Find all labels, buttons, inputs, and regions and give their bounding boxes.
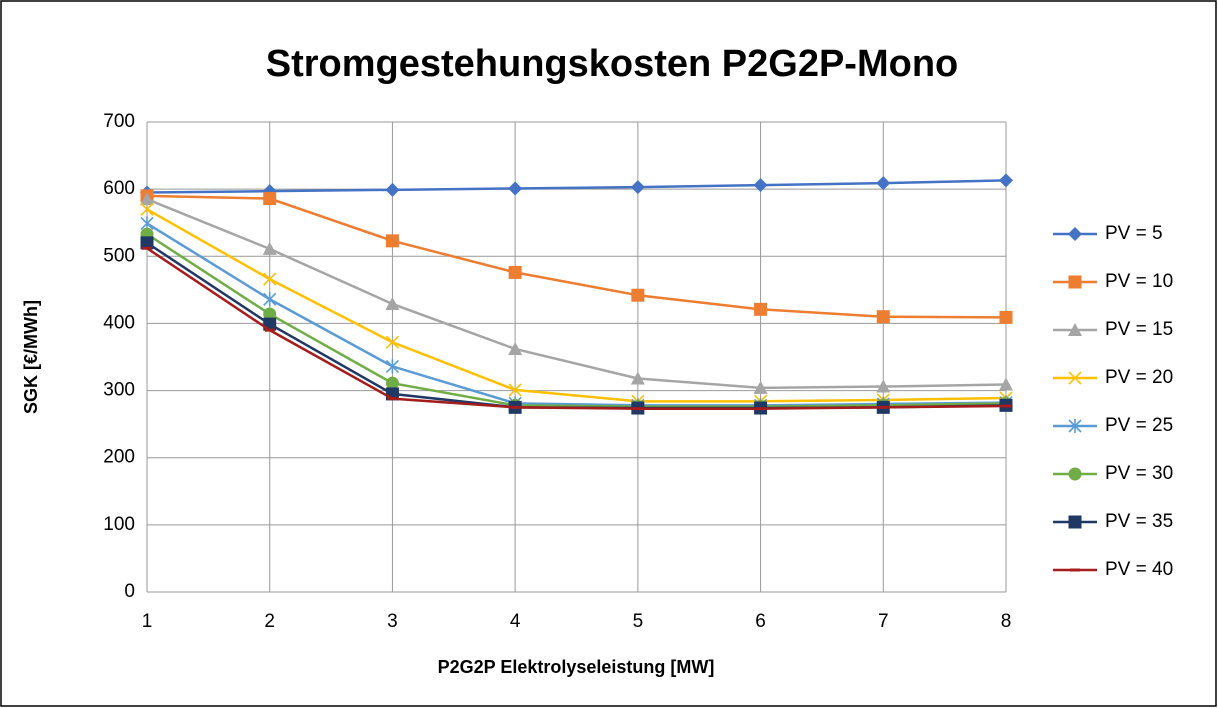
chart-title: Stromgestehungskosten P2G2P-Mono	[266, 43, 959, 85]
legend-label: PV = 20	[1105, 367, 1173, 388]
legend-label: PV = 35	[1105, 511, 1173, 532]
data-point	[508, 181, 523, 196]
data-point	[999, 173, 1013, 188]
y-tick-label: 400	[103, 312, 135, 333]
y-tick-label: 600	[103, 178, 135, 199]
x-tick-label: 7	[878, 611, 889, 632]
data-point	[140, 202, 154, 216]
data-point	[385, 335, 399, 349]
data-point	[876, 310, 890, 324]
y-tick-label: 200	[103, 447, 135, 468]
data-point	[876, 379, 891, 393]
data-point	[630, 180, 645, 195]
data-point	[140, 192, 154, 206]
legend-marker	[1070, 568, 1080, 572]
data-point	[876, 176, 891, 191]
y-tick-label: 100	[103, 514, 135, 535]
series-line	[146, 222, 1007, 407]
y-tick-label: 300	[103, 380, 135, 401]
data-point	[385, 359, 399, 374]
data-point	[999, 377, 1013, 391]
data-point	[630, 371, 645, 385]
data-point	[262, 241, 277, 255]
data-point	[508, 383, 522, 397]
legend-marker	[1068, 227, 1082, 241]
legend-marker	[1068, 419, 1082, 433]
y-tick-label: 500	[103, 245, 135, 266]
data-point	[263, 272, 277, 286]
x-tick-label: 5	[633, 611, 644, 632]
data-point	[878, 405, 889, 409]
data-point	[631, 288, 645, 302]
data-point	[510, 405, 521, 409]
legend-marker	[1068, 371, 1082, 385]
data-point	[632, 407, 643, 411]
data-point	[385, 234, 399, 248]
data-point	[1001, 404, 1011, 408]
data-point	[263, 292, 277, 307]
data-point	[385, 182, 400, 197]
data-point	[754, 302, 768, 316]
legend-label: PV = 10	[1105, 271, 1173, 292]
data-point	[508, 341, 523, 355]
y-axis-label: SGK [€/MWh]	[21, 300, 41, 414]
series-line	[146, 233, 1007, 408]
data-point	[753, 380, 768, 394]
legend-label: PV = 30	[1105, 463, 1173, 484]
series-line	[146, 198, 1007, 390]
data-point	[387, 397, 398, 401]
x-axis-label: P2G2P Elektrolyseleistung [MW]	[438, 657, 715, 677]
x-tick-label: 4	[510, 611, 521, 632]
series-line	[146, 194, 1007, 319]
legend-label: PV = 15	[1105, 319, 1173, 340]
legend-label: PV = 25	[1105, 415, 1173, 436]
x-tick-label: 2	[264, 611, 275, 632]
y-tick-label: 0	[124, 581, 135, 602]
x-tick-label: 8	[1001, 611, 1012, 632]
legend-marker	[1068, 323, 1082, 336]
legend-marker	[1068, 515, 1082, 529]
series-line	[146, 208, 1007, 403]
legend-label: PV = 40	[1105, 559, 1173, 580]
data-point	[385, 296, 400, 310]
x-tick-label: 3	[387, 611, 398, 632]
legend-marker	[1068, 467, 1082, 481]
legend-marker	[1068, 275, 1082, 289]
y-tick-label: 700	[103, 111, 135, 132]
data-point	[755, 407, 766, 411]
legend-label: PV = 5	[1105, 223, 1163, 244]
x-tick-label: 1	[142, 611, 153, 632]
x-tick-label: 6	[755, 611, 766, 632]
data-point	[142, 246, 152, 250]
data-point	[385, 376, 399, 390]
series-line	[146, 179, 1007, 194]
series-line	[146, 247, 1007, 410]
data-point	[140, 236, 154, 250]
data-point	[999, 310, 1013, 324]
data-point	[508, 265, 522, 279]
data-point	[263, 307, 277, 321]
data-point	[263, 192, 277, 206]
data-point	[264, 328, 275, 332]
data-point	[753, 178, 768, 193]
